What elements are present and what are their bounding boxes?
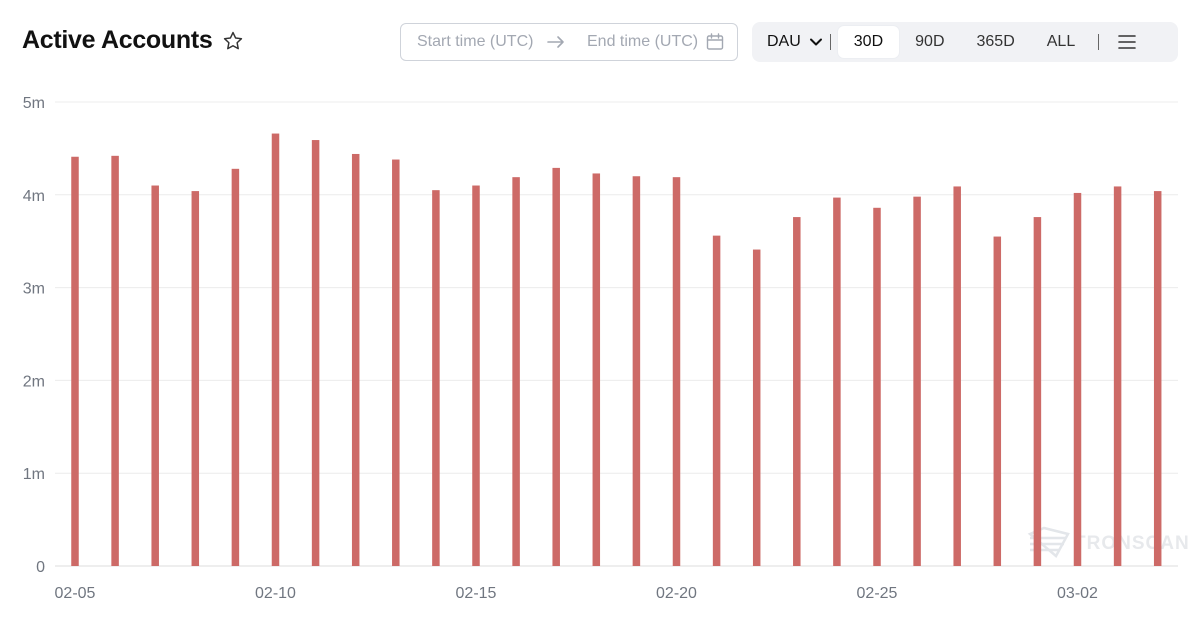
bar-02-28[interactable]	[993, 236, 1002, 566]
grid-lines	[55, 101, 1178, 567]
range-30d-button[interactable]: 30D	[837, 26, 900, 58]
date-range-picker[interactable]	[400, 23, 738, 61]
bar-02-25[interactable]	[873, 207, 881, 567]
bar-02-05[interactable]	[71, 156, 79, 566]
page-title: Active Accounts	[22, 26, 213, 54]
bar-02-06[interactable]	[111, 155, 119, 566]
bar-02-20[interactable]	[672, 177, 681, 566]
bar-02-24[interactable]	[833, 197, 841, 567]
metric-dropdown[interactable]: DAU	[767, 33, 823, 51]
x-tick-label: 02-15	[456, 585, 497, 602]
chart-header: Active Accounts	[22, 26, 244, 55]
watermark-text: TRONSCAN	[1074, 533, 1190, 554]
range-all-button[interactable]: ALL	[1046, 33, 1076, 50]
range-365d-button[interactable]: 365D	[976, 33, 1015, 50]
y-tick-label: 4m	[23, 188, 45, 205]
divider	[829, 34, 831, 50]
y-tick-label: 3m	[23, 281, 45, 298]
arrow-right-icon	[547, 35, 565, 49]
bar-02-17[interactable]	[552, 167, 560, 566]
bar-03-01[interactable]	[1033, 217, 1042, 566]
bar-02-09[interactable]	[231, 168, 240, 567]
bar-02-19[interactable]	[632, 176, 641, 567]
bar-02-10[interactable]	[271, 133, 280, 566]
bar-02-16[interactable]	[512, 177, 520, 566]
chevron-down-icon	[809, 37, 823, 47]
bar-02-22[interactable]	[752, 249, 761, 566]
metric-label: DAU	[767, 33, 801, 50]
bar-02-15[interactable]	[472, 185, 480, 566]
bar-02-13[interactable]	[392, 159, 400, 566]
bar-03-03[interactable]	[1113, 186, 1122, 566]
bar-02-12[interactable]	[351, 153, 360, 566]
x-tick-label: 02-20	[656, 585, 697, 602]
bar-03-02[interactable]	[1073, 192, 1082, 566]
x-tick-label: 02-10	[255, 585, 296, 602]
hamburger-menu-icon[interactable]	[1116, 33, 1138, 51]
bar-02-18[interactable]	[592, 173, 601, 566]
start-time-input[interactable]	[417, 33, 535, 51]
range-90d-button[interactable]: 90D	[915, 33, 945, 50]
bar-02-11[interactable]	[311, 140, 320, 566]
calendar-icon[interactable]	[705, 32, 725, 52]
x-tick-label: 03-02	[1057, 585, 1098, 602]
bar-series	[71, 133, 1162, 567]
x-tick-label: 02-25	[857, 585, 898, 602]
y-axis-ticks: 0 1m 2m 3m 4m 5m	[23, 95, 45, 576]
chart-controls: DAU 30D 90D 365D ALL	[752, 22, 1178, 62]
y-tick-label: 1m	[23, 466, 45, 483]
y-tick-label: 5m	[23, 95, 45, 112]
bar-02-26[interactable]	[913, 196, 921, 566]
bar-02-07[interactable]	[151, 185, 159, 566]
end-time-input[interactable]	[587, 33, 705, 51]
x-axis-ticks: 02-05 02-10 02-15 02-20 02-25 03-02	[55, 585, 1099, 602]
tronscan-watermark: TRONSCAN	[1027, 526, 1190, 558]
y-tick-label: 0	[36, 559, 45, 576]
bar-02-21[interactable]	[712, 235, 721, 566]
x-tick-label: 02-05	[55, 585, 96, 602]
bar-02-27[interactable]	[953, 186, 961, 566]
bar-02-08[interactable]	[191, 191, 200, 566]
divider	[1098, 34, 1100, 50]
star-outline-icon[interactable]	[222, 30, 244, 52]
bar-02-14[interactable]	[432, 190, 440, 566]
y-tick-label: 2m	[23, 373, 45, 390]
bar-03-04[interactable]	[1153, 191, 1162, 566]
bar-02-23[interactable]	[793, 217, 801, 566]
